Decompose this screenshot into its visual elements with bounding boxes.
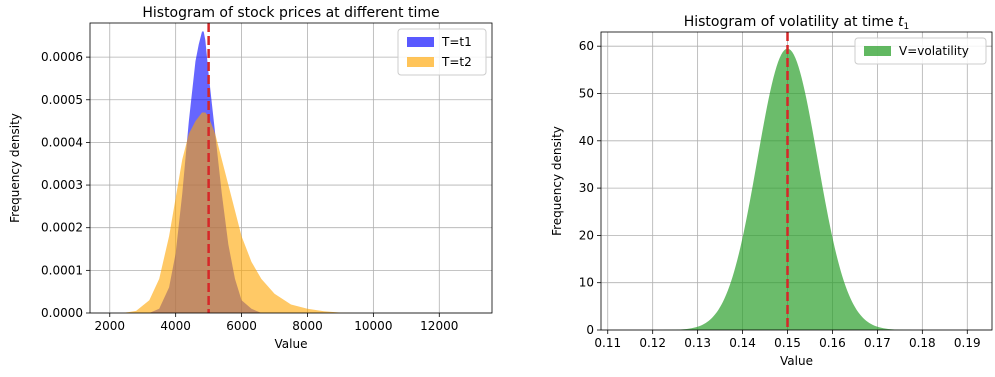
y-tick-label: 60 xyxy=(579,39,594,53)
x-axis-ticks: 0.11 0.12 0.13 0.14 0.15 0.16 0.17 0.18 0.19 xyxy=(594,330,981,350)
plot-frame xyxy=(89,22,493,314)
y-tick-label: 10 xyxy=(579,276,594,290)
x-tick-label: 2000 xyxy=(94,319,125,333)
legend-box xyxy=(854,37,987,65)
x-tick-label: 0.15 xyxy=(774,336,801,350)
x-tick-label: 0.19 xyxy=(954,336,981,350)
x-axis-label: Value xyxy=(780,354,813,368)
x-tick-label: 0.18 xyxy=(909,336,936,350)
x-tick-label: 8000 xyxy=(292,319,323,333)
x-tick-label: 12000 xyxy=(420,319,458,333)
y-tick-label: 0.0001 xyxy=(41,263,83,277)
y-axis-label: Frequency density xyxy=(550,126,564,236)
y-axis-ticks: 0.0000 0.0001 0.0002 0.0003 0.0004 0.0005 0.00… xyxy=(41,50,90,320)
y-tick-label: 0 xyxy=(586,323,594,337)
chart-title-subscript: 1 xyxy=(904,22,910,32)
legend-swatch xyxy=(407,57,434,67)
histogram-areas xyxy=(122,31,357,314)
y-tick-label: 0.0002 xyxy=(41,221,83,235)
y-tick-label: 0.0006 xyxy=(41,50,83,64)
y-tick-label: 30 xyxy=(579,181,594,195)
x-tick-label: 0.16 xyxy=(819,336,846,350)
x-tick-label: 6000 xyxy=(226,319,257,333)
y-tick-label: 0.0003 xyxy=(41,178,83,192)
chart-title: Histogram of stock prices at different t… xyxy=(142,5,439,21)
x-tick-label: 0.17 xyxy=(864,336,891,350)
volatility-histogram: 0.11 0.12 0.13 0.14 0.15 0.16 0.17 0.18 0.19 010… xyxy=(550,14,993,368)
legend-label: T=t2 xyxy=(441,55,472,69)
x-tick-label: 0.11 xyxy=(594,336,621,350)
stock-price-histogram: 2000 4000 6000 8000 10000 12000 0.00000.00010… xyxy=(8,5,493,351)
y-tick-label: 20 xyxy=(579,228,594,242)
chart-title-italic: t xyxy=(898,14,904,30)
x-axis-ticks: 2000 4000 6000 8000 10000 12000 xyxy=(94,313,458,333)
y-tick-label: 40 xyxy=(579,134,594,148)
x-tick-label: 4000 xyxy=(160,319,191,333)
x-tick-label: 0.14 xyxy=(729,336,756,350)
y-axis-ticks: 0 10 20 30 40 50 60 xyxy=(579,39,601,337)
legend: V=volatility xyxy=(854,37,987,65)
legend-swatch xyxy=(407,37,434,47)
y-tick-label: 50 xyxy=(579,86,594,100)
plot-frame xyxy=(600,31,993,331)
x-tick-label: 10000 xyxy=(354,319,392,333)
chart-title-text: Histogram of volatility at time xyxy=(684,14,898,30)
x-tick-label: 0.12 xyxy=(639,336,666,350)
y-tick-label: 0.0000 xyxy=(41,306,83,320)
y-tick-label: 0.0005 xyxy=(41,93,83,107)
series-area-t-t2 xyxy=(122,112,357,313)
y-axis-label: Frequency density xyxy=(8,113,22,223)
y-tick-label: 0.0004 xyxy=(41,135,83,149)
legend-label: V=volatility xyxy=(899,44,969,58)
legend: T=t1 T=t2 xyxy=(397,28,487,76)
chart-title: Histogram of volatility at time t1 xyxy=(684,14,910,32)
legend-swatch xyxy=(864,46,891,56)
x-axis-label: Value xyxy=(275,337,308,351)
legend-label: T=t1 xyxy=(441,35,472,49)
x-tick-label: 0.13 xyxy=(684,336,711,350)
